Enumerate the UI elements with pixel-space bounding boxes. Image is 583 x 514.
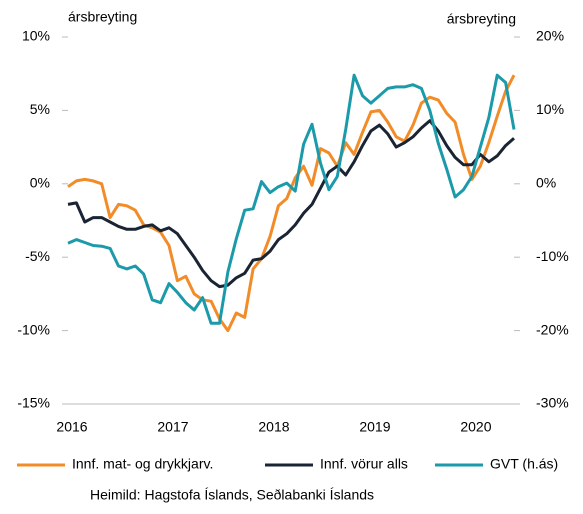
legend-label: GVT (h.ás) — [490, 456, 558, 472]
y2-tick-label: -30% — [536, 395, 569, 411]
series-line — [67, 74, 516, 333]
y2-tick-label: -10% — [536, 248, 569, 264]
y-tick-label: 10% — [22, 28, 50, 44]
y-tick-label: 5% — [30, 101, 50, 117]
y-tick-label: -5% — [25, 248, 50, 264]
x-tick-label: 2020 — [460, 419, 491, 435]
y2-tick-label: 20% — [536, 28, 564, 44]
source: Heimild: Hagstofa Íslands, Seðlabanki Ís… — [90, 487, 374, 503]
x-tick-label: 2019 — [359, 419, 390, 435]
series-line — [67, 73, 516, 325]
y-tick-label: -15% — [17, 395, 50, 411]
x-tick-label: 2017 — [157, 419, 188, 435]
legend-label: Innf. vörur alls — [320, 456, 408, 472]
y2-axis-label: ársbreyting — [447, 11, 516, 27]
y2-tick-label: 0% — [536, 175, 556, 191]
legend-label: Innf. mat- og drykkjarv. — [72, 456, 213, 472]
y2-tick-label: 10% — [536, 101, 564, 117]
x-tick-label: 2018 — [258, 419, 289, 435]
x-tick-label: 2016 — [56, 419, 87, 435]
series-line — [67, 119, 515, 289]
y-tick-label: -10% — [17, 321, 50, 337]
y2-tick-label: -20% — [536, 321, 569, 337]
y-axis-label: ársbreyting — [68, 9, 137, 25]
y-tick-label: 0% — [30, 175, 50, 191]
